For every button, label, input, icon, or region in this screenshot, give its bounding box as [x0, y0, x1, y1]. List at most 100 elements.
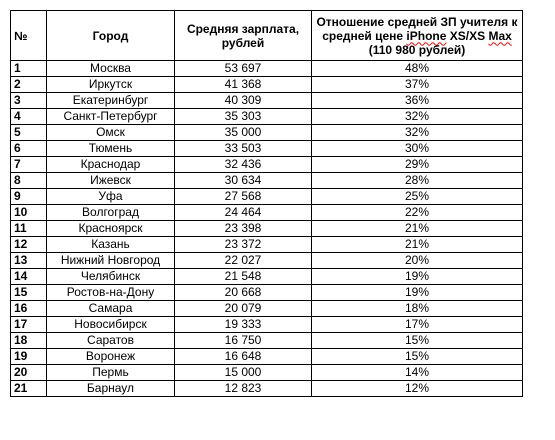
row-city: Челябинск	[46, 268, 175, 285]
row-num: 11	[10, 220, 47, 237]
row-city: Пермь	[46, 364, 175, 381]
table-row: 9 Уфа 27 568 25%	[10, 188, 523, 205]
row-salary: 53 697	[174, 60, 312, 77]
row-ratio: 14%	[311, 364, 523, 381]
row-ratio: 48%	[311, 60, 523, 77]
row-city: Красноярск	[46, 220, 175, 237]
row-salary: 19 333	[174, 316, 312, 333]
row-num: 21	[10, 380, 47, 397]
salary-table: № Город Средняя зарплата, рублей Отношен…	[10, 10, 523, 397]
table-row: 15 Ростов-на-Дону 20 668 19%	[10, 284, 523, 301]
row-salary: 23 372	[174, 236, 312, 253]
row-salary: 40 309	[174, 92, 312, 109]
row-num: 14	[10, 268, 47, 285]
table-row: 21 Барнаул 12 823 12%	[10, 380, 523, 397]
row-ratio: 29%	[311, 156, 523, 173]
header-row: № Город Средняя зарплата, рублей Отношен…	[10, 10, 523, 61]
row-city: Саратов	[46, 332, 175, 349]
header-ratio-max: Max	[488, 28, 512, 43]
table-row: 20 Пермь 15 000 14%	[10, 364, 523, 381]
row-ratio: 25%	[311, 188, 523, 205]
row-num: 20	[10, 364, 47, 381]
row-ratio: 21%	[311, 236, 523, 253]
row-salary: 27 568	[174, 188, 312, 205]
table-row: 19 Воронеж 16 648 15%	[10, 348, 523, 365]
row-city: Уфа	[46, 188, 175, 205]
row-ratio: 30%	[311, 140, 523, 157]
row-num: 13	[10, 252, 47, 269]
header-salary: Средняя зарплата, рублей	[174, 10, 312, 61]
row-ratio: 20%	[311, 252, 523, 269]
row-ratio: 15%	[311, 332, 523, 349]
header-ratio-text: Отношение средней ЗП учителя к средней ц…	[316, 14, 518, 43]
row-city: Казань	[46, 236, 175, 253]
row-ratio: 22%	[311, 204, 523, 221]
row-salary: 20 668	[174, 284, 312, 301]
row-ratio: 21%	[311, 220, 523, 237]
row-ratio: 15%	[311, 348, 523, 365]
table-row: 6 Тюмень 33 503 30%	[10, 140, 523, 157]
row-city: Москва	[46, 60, 175, 77]
row-num: 4	[10, 108, 47, 125]
row-ratio: 32%	[311, 124, 523, 141]
row-salary: 35 303	[174, 108, 312, 125]
row-city: Тюмень	[46, 140, 175, 157]
row-salary: 12 823	[174, 380, 312, 397]
row-salary: 23 398	[174, 220, 312, 237]
row-ratio: 17%	[311, 316, 523, 333]
table-row: 17 Новосибирск 19 333 17%	[10, 316, 523, 333]
row-num: 15	[10, 284, 47, 301]
row-salary: 24 464	[174, 204, 312, 221]
table-row: 3 Екатеринбург 40 309 36%	[10, 92, 523, 109]
row-city: Омск	[46, 124, 175, 141]
row-num: 19	[10, 348, 47, 365]
row-num: 18	[10, 332, 47, 349]
table-row: 18 Саратов 16 750 15%	[10, 332, 523, 349]
row-salary: 16 750	[174, 332, 312, 349]
row-num: 12	[10, 236, 47, 253]
row-num: 8	[10, 172, 47, 189]
row-salary: 20 079	[174, 300, 312, 317]
row-city: Барнаул	[46, 380, 175, 397]
table-row: 7 Краснодар 32 436 29%	[10, 156, 523, 173]
table-row: 2 Иркутск 41 368 37%	[10, 76, 523, 93]
row-salary: 33 503	[174, 140, 312, 157]
row-salary: 15 000	[174, 364, 312, 381]
row-num: 5	[10, 124, 47, 141]
row-ratio: 36%	[311, 92, 523, 109]
row-salary: 30 634	[174, 172, 312, 189]
table-row: 10 Волгоград 24 464 22%	[10, 204, 523, 221]
row-city: Иркутск	[46, 76, 175, 93]
table-body: 1 Москва 53 697 48% 2 Иркутск 41 368 37% 3 Екатер…	[10, 60, 523, 397]
row-city: Воронеж	[46, 348, 175, 365]
row-salary: 32 436	[174, 156, 312, 173]
row-salary: 41 368	[174, 76, 312, 93]
row-ratio: 19%	[311, 268, 523, 285]
row-city: Новосибирск	[46, 316, 175, 333]
row-city: Волгоград	[46, 204, 175, 221]
row-city: Ижевск	[46, 172, 175, 189]
table-row: 12 Казань 23 372 21%	[10, 236, 523, 253]
header-num: №	[10, 10, 47, 61]
table-header: № Город Средняя зарплата, рублей Отношен…	[10, 10, 523, 61]
row-num: 2	[10, 76, 47, 93]
table-row: 11 Красноярск 23 398 21%	[10, 220, 523, 237]
row-ratio: 28%	[311, 172, 523, 189]
row-num: 7	[10, 156, 47, 173]
row-num: 1	[10, 60, 47, 77]
row-city: Ростов-на-Дону	[46, 284, 175, 301]
table-row: 8 Ижевск 30 634 28%	[10, 172, 523, 189]
row-num: 10	[10, 204, 47, 221]
header-city: Город	[46, 10, 175, 61]
table-row: 1 Москва 53 697 48%	[10, 60, 523, 77]
table-row: 16 Самара 20 079 18%	[10, 300, 523, 317]
row-ratio: 12%	[311, 380, 523, 397]
row-ratio: 32%	[311, 108, 523, 125]
table-row: 14 Челябинск 21 548 19%	[10, 268, 523, 285]
row-salary: 22 027	[174, 252, 312, 269]
row-city: Екатеринбург	[46, 92, 175, 109]
row-salary: 16 648	[174, 348, 312, 365]
row-city: Санкт-Петербург	[46, 108, 175, 125]
header-ratio: Отношение средней ЗП учителя к средней ц…	[311, 10, 523, 61]
row-city: Краснодар	[46, 156, 175, 173]
